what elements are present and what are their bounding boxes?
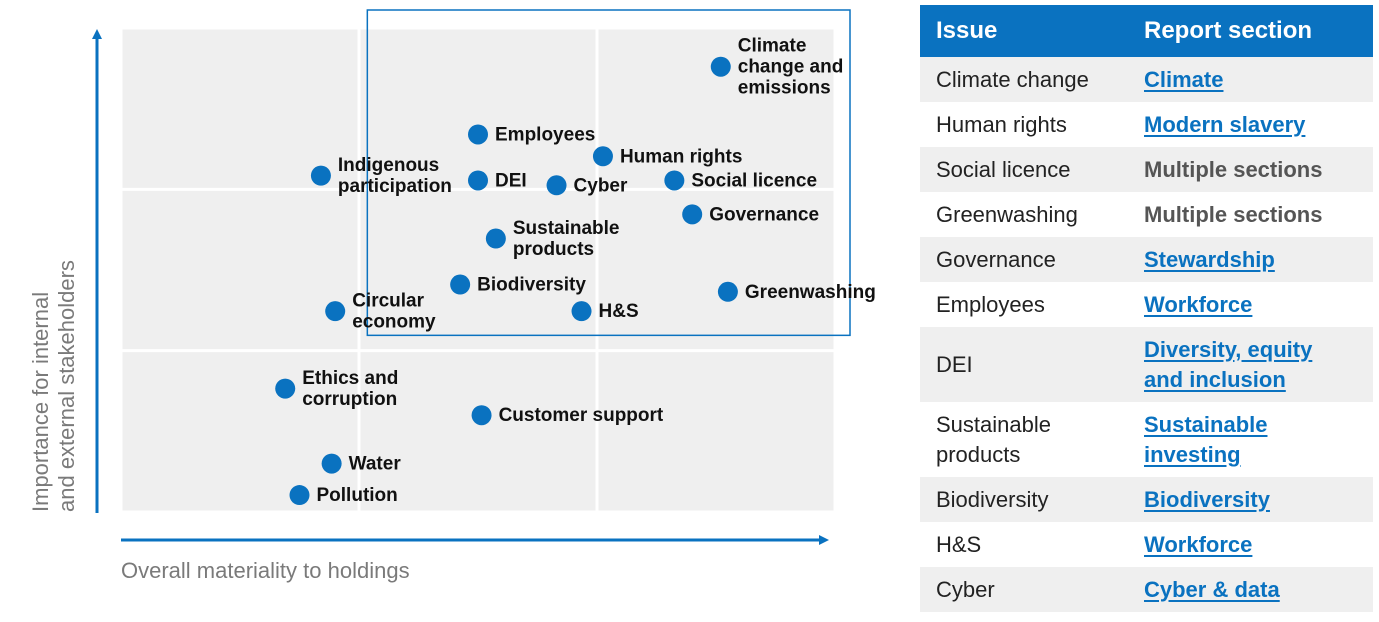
report-section-link[interactable]: Biodiversity — [1128, 477, 1373, 522]
point-label: Water — [349, 454, 402, 475]
data-point: Social licence — [664, 170, 817, 191]
point-label: Circular economy — [352, 291, 436, 333]
point-label: Ethics and corruption — [302, 368, 398, 410]
report-section-text: Multiple sections — [1128, 192, 1373, 237]
point-label: Social licence — [691, 170, 817, 191]
data-point: Governance — [682, 204, 819, 225]
point-marker — [664, 170, 685, 191]
point-marker — [450, 274, 471, 295]
data-point: Indigenous participation — [310, 155, 452, 197]
point-label: Indigenous participation — [338, 155, 452, 197]
point-marker — [468, 124, 488, 145]
point-marker — [321, 453, 342, 474]
point-marker — [485, 228, 506, 249]
data-point: Ethics and corruption — [275, 368, 398, 410]
data-point: Customer support — [471, 405, 664, 426]
issue-cell: Social licence — [920, 147, 1128, 192]
issue-cell: Governance — [920, 237, 1128, 282]
issue-cell: Greenwashing — [920, 192, 1128, 237]
report-section-link[interactable]: Climate — [1128, 57, 1373, 102]
issue-report-table: Issue Report section Climate change Clima… — [920, 5, 1373, 612]
report-section-text: Multiple sections — [1128, 147, 1373, 192]
report-section-link[interactable]: Sustainable investing — [1128, 402, 1373, 477]
data-point: Climate change and emissions — [710, 36, 844, 99]
data-point: Circular economy — [325, 291, 436, 333]
y-axis-label: Importance for internaland external stak… — [28, 260, 79, 512]
table-row: Biodiversity Biodiversity — [920, 477, 1373, 522]
table-row: Cyber Cyber & data — [920, 567, 1373, 612]
table-header-row: Issue Report section — [920, 5, 1373, 57]
report-section-column-header: Report section — [1128, 5, 1373, 57]
point-marker — [710, 56, 731, 77]
data-point: Employees — [468, 124, 595, 145]
data-point: Sustainable products — [485, 218, 620, 260]
report-section-link[interactable]: Cyber & data — [1128, 567, 1373, 612]
data-point: H&S — [571, 301, 639, 322]
data-point: Water — [321, 453, 402, 475]
point-label: Greenwashing — [745, 282, 876, 303]
point-label: Climate change and emissions — [738, 36, 844, 99]
point-label: Employees — [495, 124, 595, 145]
point-label: Biodiversity — [477, 275, 586, 296]
issue-cell: H&S — [920, 522, 1128, 567]
data-point: Greenwashing — [717, 281, 876, 303]
table-row: Governance Stewardship — [920, 237, 1373, 282]
plot-background — [119, 26, 837, 514]
point-marker — [325, 301, 346, 322]
point-marker — [310, 165, 331, 186]
report-section-link[interactable]: Workforce — [1128, 522, 1373, 567]
issue-cell: Biodiversity — [920, 477, 1128, 522]
matrix-svg: Overall materiality to holdings Importanc… — [28, 9, 876, 583]
table-row: Sustainable products Sustainable investin… — [920, 402, 1373, 477]
issue-cell: DEI — [920, 327, 1128, 402]
highlight-box — [366, 9, 851, 337]
issue-cell: Sustainable products — [920, 402, 1128, 477]
point-marker — [546, 175, 567, 196]
point-label: Sustainable products — [513, 218, 620, 260]
table-row: Greenwashing Multiple sections — [920, 192, 1373, 237]
point-label: Human rights — [620, 146, 742, 167]
report-section-link[interactable]: Diversity, equity and inclusion — [1128, 327, 1373, 402]
point-marker — [275, 378, 296, 399]
table-row: DEI Diversity, equity and inclusion — [920, 327, 1373, 402]
issue-cell: Human rights — [920, 102, 1128, 147]
issue-cell: Employees — [920, 282, 1128, 327]
point-marker — [289, 485, 310, 506]
data-point: Cyber — [546, 175, 628, 196]
table-row: Human rights Modern slavery — [920, 102, 1373, 147]
data-point: Human rights — [592, 146, 742, 167]
point-marker — [592, 146, 613, 167]
point-label: Customer support — [499, 405, 664, 426]
issue-cell: Climate change — [920, 57, 1128, 102]
point-marker — [571, 301, 592, 322]
table-row: Employees Workforce — [920, 282, 1373, 327]
point-marker — [468, 170, 488, 191]
data-point: DEI — [468, 170, 527, 191]
point-marker — [717, 281, 738, 302]
data-point: Pollution — [289, 485, 398, 506]
x-axis-label: Overall materiality to holdings — [121, 558, 410, 583]
table-row: Social licence Multiple sections — [920, 147, 1373, 192]
point-marker — [471, 405, 492, 426]
point-label: Governance — [709, 204, 819, 225]
report-section-link[interactable]: Stewardship — [1128, 237, 1373, 282]
table-row: Climate change Climate — [920, 57, 1373, 102]
point-label: Cyber — [574, 175, 628, 196]
materiality-matrix: Overall materiality to holdings Importanc… — [28, 9, 876, 583]
report-section-link[interactable]: Workforce — [1128, 282, 1373, 327]
point-marker — [682, 204, 703, 225]
table-row: H&S Workforce — [920, 522, 1373, 567]
issue-column-header: Issue — [920, 5, 1128, 57]
report-section-link[interactable]: Modern slavery — [1128, 102, 1373, 147]
point-label: DEI — [495, 170, 527, 191]
issue-cell: Cyber — [920, 567, 1128, 612]
point-label: H&S — [599, 301, 639, 322]
point-label: Pollution — [317, 485, 398, 506]
data-point: Biodiversity — [450, 274, 586, 296]
